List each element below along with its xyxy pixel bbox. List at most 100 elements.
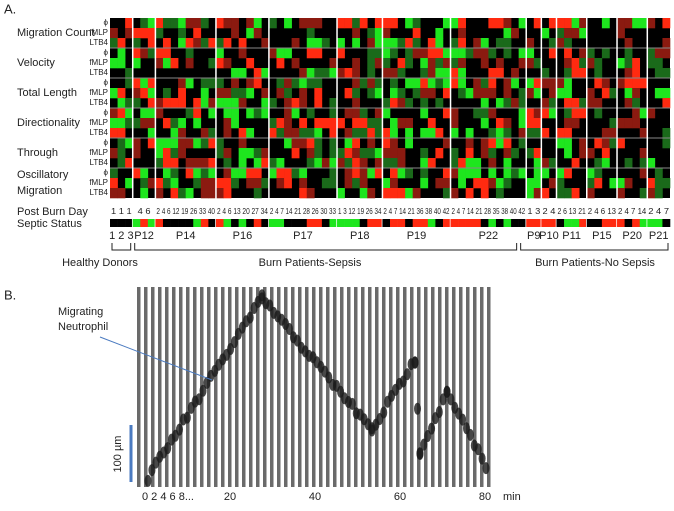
heat-cell xyxy=(564,38,572,49)
heat-cell xyxy=(306,108,315,119)
heat-cell xyxy=(488,68,497,79)
heat-cell xyxy=(359,158,368,169)
heat-cell xyxy=(518,108,527,119)
status-cell xyxy=(586,219,595,227)
stripe xyxy=(305,287,309,487)
heat-cell xyxy=(526,108,535,119)
heat-cell xyxy=(231,68,239,79)
status-cell xyxy=(367,219,376,227)
heat-cell xyxy=(117,108,126,119)
heat-cell xyxy=(238,98,247,109)
heat-cell xyxy=(170,188,179,199)
heat-cell xyxy=(503,128,512,139)
heat-cell xyxy=(117,148,126,159)
row-label: LTB4 xyxy=(89,128,108,137)
heat-cell xyxy=(442,188,451,199)
heat-cell xyxy=(556,128,565,139)
heat-cell xyxy=(495,178,504,189)
heat-cell xyxy=(306,48,315,59)
heat-cell xyxy=(299,188,308,199)
heat-cell xyxy=(200,138,209,149)
heat-cell xyxy=(155,58,164,69)
heat-cell xyxy=(170,98,179,109)
heat-cell xyxy=(132,168,141,179)
heat-cell xyxy=(435,98,444,109)
heat-cell xyxy=(132,38,141,49)
row-label: fMLP xyxy=(89,178,108,187)
heat-cell xyxy=(541,188,550,199)
heat-cell xyxy=(601,18,610,29)
heat-cell xyxy=(390,68,398,79)
heat-cell xyxy=(571,158,580,169)
heat-cell xyxy=(374,28,383,39)
cell-blob xyxy=(482,462,490,475)
heat-cell xyxy=(450,58,459,69)
heat-cell xyxy=(140,168,149,179)
heat-cell xyxy=(253,108,262,119)
heat-cell xyxy=(125,78,134,89)
heat-cell xyxy=(624,38,633,49)
cell-blob xyxy=(230,336,238,349)
heat-cell xyxy=(420,168,429,179)
status-cell xyxy=(435,219,444,227)
heat-cell xyxy=(662,68,671,79)
heat-cell xyxy=(420,128,429,139)
heat-cell xyxy=(215,148,224,159)
cell-blob xyxy=(411,356,419,369)
heat-cell xyxy=(253,158,262,169)
heat-cell xyxy=(231,78,239,89)
heat-cell xyxy=(427,118,436,129)
heat-cell xyxy=(390,138,398,149)
heat-cell xyxy=(601,48,610,59)
heat-cell xyxy=(261,68,270,79)
heat-cell xyxy=(503,148,512,159)
heat-cell xyxy=(147,28,156,39)
heat-cell xyxy=(352,148,361,159)
heat-cell xyxy=(390,98,398,109)
cell-blob xyxy=(286,322,293,335)
heat-cell xyxy=(208,188,217,199)
heat-cell xyxy=(442,78,451,89)
heat-cell xyxy=(238,158,247,169)
heat-cell xyxy=(397,188,406,199)
heat-cell xyxy=(193,18,202,29)
heat-cell xyxy=(654,48,663,59)
heat-cell xyxy=(450,108,459,119)
heat-cell xyxy=(556,168,565,179)
heat-cell xyxy=(533,108,542,119)
patient-label: P22 xyxy=(479,230,499,242)
heat-cell xyxy=(215,38,224,49)
heat-cell xyxy=(162,168,171,179)
heat-cell xyxy=(200,88,209,99)
heat-cell xyxy=(556,178,565,189)
heat-cell xyxy=(352,168,361,179)
status-cell xyxy=(533,219,542,227)
patient-label: P14 xyxy=(176,230,196,242)
heat-cell xyxy=(548,108,557,119)
heat-cell xyxy=(125,138,134,149)
heat-cell xyxy=(344,68,353,79)
heat-cell xyxy=(473,158,482,169)
heat-cell xyxy=(503,48,512,59)
status-cell xyxy=(571,219,580,227)
heat-cell xyxy=(594,78,603,89)
heat-cell xyxy=(337,48,345,59)
status-cell xyxy=(442,219,451,227)
group-bracket xyxy=(111,243,132,251)
heat-cell xyxy=(155,188,164,199)
heat-cell xyxy=(147,128,156,139)
heat-cell xyxy=(321,68,330,79)
heat-cell xyxy=(337,18,345,29)
status-cell xyxy=(185,219,194,227)
heat-cell xyxy=(450,128,459,139)
heat-cell xyxy=(291,168,300,179)
status-cell xyxy=(420,219,429,227)
heat-cell xyxy=(147,38,156,49)
patient-label: P9 xyxy=(527,230,540,242)
heat-cell xyxy=(473,78,482,89)
heat-cell xyxy=(231,108,239,119)
heat-cell xyxy=(193,28,202,39)
heat-cell xyxy=(480,88,489,99)
heat-cell xyxy=(299,68,308,79)
heat-cell xyxy=(223,158,232,169)
